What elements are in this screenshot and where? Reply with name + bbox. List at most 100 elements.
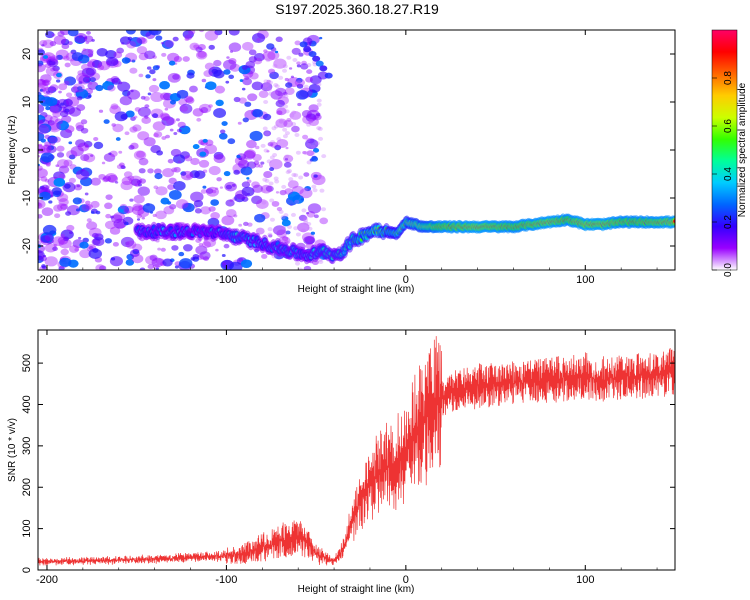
noise-mark — [91, 232, 99, 239]
noise-mark — [216, 177, 222, 182]
noise-mark — [248, 49, 257, 56]
noise-mark — [269, 217, 275, 222]
noise-mark — [116, 47, 124, 54]
noise-mark — [267, 141, 274, 147]
y-tick-label: 0 — [21, 147, 33, 153]
noise-mark — [274, 144, 282, 151]
noise-mark — [42, 39, 54, 49]
spectrogram-xlabel: Height of straight line (km) — [298, 284, 415, 295]
noise-mark — [195, 245, 208, 255]
noise-mark — [110, 75, 120, 83]
y-tick-label: 400 — [21, 395, 33, 413]
noise-mark — [176, 89, 189, 99]
noise-mark — [164, 40, 175, 48]
noise-mark — [93, 136, 99, 142]
noise-mark — [153, 168, 162, 175]
noise-mark — [47, 120, 55, 126]
noise-mark — [115, 137, 121, 141]
noise-mark — [278, 119, 284, 124]
noise-mark — [179, 103, 193, 114]
noise-mark — [302, 150, 307, 155]
noise-mark — [131, 254, 144, 264]
noise-mark — [56, 72, 62, 78]
noise-mark — [38, 177, 41, 182]
noise-mark — [169, 203, 177, 210]
noise-mark — [240, 166, 253, 176]
noise-mark — [48, 122, 62, 133]
noise-mark — [194, 170, 206, 179]
noise-mark — [54, 118, 63, 125]
noise-mark — [196, 117, 202, 122]
noise-mark — [266, 87, 272, 92]
noise-mark — [67, 30, 79, 37]
noise-mark — [295, 89, 309, 100]
noise-mark — [79, 241, 89, 249]
noise-mark — [49, 40, 57, 47]
noise-mark — [272, 228, 278, 233]
noise-mark — [86, 31, 91, 35]
noise-mark — [251, 81, 264, 91]
noise-mark — [140, 95, 146, 100]
noise-mark — [130, 142, 139, 150]
noise-mark — [248, 56, 257, 63]
noise-mark — [319, 217, 329, 225]
noise-mark — [213, 107, 227, 118]
noise-mark — [286, 169, 292, 174]
noise-mark — [60, 248, 69, 256]
colorbar-gradient — [711, 29, 738, 271]
noise-mark — [229, 199, 234, 202]
noise-mark — [229, 50, 234, 53]
noise-mark — [219, 186, 224, 189]
noise-mark — [60, 38, 70, 46]
noise-mark — [260, 188, 266, 193]
noise-mark — [291, 47, 301, 55]
noise-mark — [300, 228, 306, 233]
noise-mark — [252, 184, 264, 193]
noise-mark — [167, 158, 174, 164]
noise-mark — [296, 64, 301, 68]
noise-mark — [305, 138, 319, 150]
noise-mark — [82, 48, 87, 52]
noise-mark — [165, 134, 170, 139]
noise-mark — [278, 119, 284, 124]
noise-mark — [292, 57, 298, 62]
noise-mark — [303, 151, 309, 156]
noise-mark — [107, 174, 118, 183]
noise-mark — [294, 40, 301, 46]
noise-mark — [90, 154, 94, 157]
colorbar-tick-label: 0.2 — [723, 215, 734, 229]
noise-mark — [184, 155, 193, 162]
noise-mark — [198, 103, 212, 114]
noise-mark — [303, 84, 309, 89]
noise-mark — [196, 50, 208, 60]
noise-mark — [303, 265, 312, 270]
noise-mark — [321, 154, 327, 159]
noise-mark — [270, 90, 283, 100]
noise-mark — [175, 118, 180, 122]
noise-mark — [41, 44, 45, 47]
noise-mark — [156, 150, 163, 156]
noise-mark — [242, 77, 253, 86]
noise-mark — [229, 261, 243, 270]
noise-mark — [268, 91, 274, 96]
noise-mark — [284, 154, 290, 159]
noise-mark — [74, 33, 88, 44]
noise-mark — [82, 237, 89, 243]
noise-mark — [306, 109, 320, 120]
noise-mark — [38, 214, 43, 219]
noise-mark — [120, 236, 135, 248]
noise-mark — [306, 142, 312, 147]
noise-mark — [190, 191, 204, 203]
noise-mark — [136, 180, 142, 184]
noise-mark — [79, 249, 91, 259]
noise-mark — [307, 226, 313, 231]
noise-mark — [169, 128, 174, 132]
noise-mark — [213, 69, 225, 79]
noise-mark — [58, 90, 62, 94]
noise-mark — [302, 216, 308, 221]
noise-mark — [193, 199, 204, 208]
noise-mark — [204, 144, 218, 155]
noise-mark — [276, 107, 287, 116]
